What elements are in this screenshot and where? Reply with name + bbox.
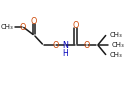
Text: N: N — [62, 40, 68, 49]
Text: O: O — [52, 40, 59, 49]
Text: O: O — [84, 40, 90, 49]
Text: O: O — [20, 23, 26, 32]
Text: CH₃: CH₃ — [109, 52, 122, 58]
Text: CH₃: CH₃ — [1, 24, 14, 30]
Text: H: H — [62, 49, 68, 58]
Text: CH₃: CH₃ — [111, 42, 124, 48]
Text: O: O — [31, 17, 37, 26]
Text: CH₃: CH₃ — [109, 32, 122, 38]
Text: O: O — [73, 21, 79, 30]
